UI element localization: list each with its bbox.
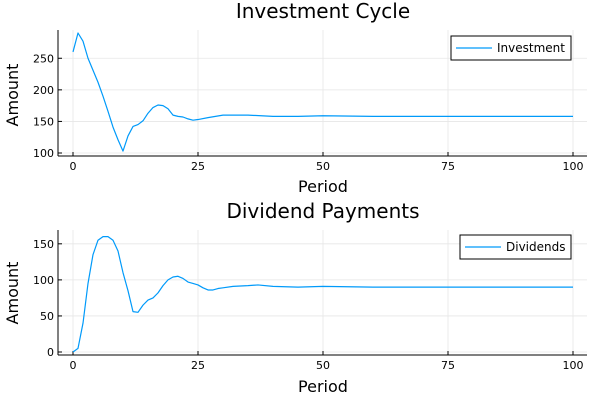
legend-investment: Investment — [450, 35, 572, 61]
y-tick-label-dividends: 150 — [33, 238, 54, 251]
x-tick-label-investment: 0 — [70, 160, 77, 173]
chart-panel-dividends: Dividend Payments 0 25 50 75 100 0 50 100 150 Pe… — [3, 199, 587, 396]
line-series-dividends — [72, 236, 573, 353]
y-tick-label-dividends: 100 — [33, 274, 54, 287]
legend-label-investment: Investment — [497, 41, 565, 55]
legend-label-dividends: Dividends — [506, 240, 565, 254]
x-tick-label-dividends: 50 — [316, 359, 330, 372]
y-tick-label-investment: 250 — [33, 52, 54, 65]
x-tick-label-dividends: 0 — [70, 359, 77, 372]
ticks-dividends: 0 25 50 75 100 0 50 100 150 — [33, 238, 584, 372]
chart-title-investment: Investment Cycle — [236, 0, 410, 23]
ticks-investment: 0 25 50 75 100 100 150 200 250 — [33, 52, 584, 173]
y-tick-label-dividends: 0 — [47, 346, 54, 359]
y-tick-label-investment: 100 — [33, 147, 54, 160]
x-tick-label-investment: 75 — [441, 160, 455, 173]
grid-dividends — [58, 230, 587, 355]
line-series-investment — [72, 32, 573, 152]
x-tick-label-investment: 50 — [316, 160, 330, 173]
x-tick-label-dividends: 25 — [191, 359, 205, 372]
chart-title-dividends: Dividend Payments — [226, 199, 419, 223]
y-axis-label-investment: Amount — [3, 64, 22, 127]
x-tick-label-dividends: 100 — [563, 359, 584, 372]
chart-panel-investment: Investment Cycle 0 25 50 75 100100150200250 … — [3, 0, 587, 196]
x-axis-label-investment: Period — [298, 177, 348, 196]
x-tick-label-investment: 100 — [563, 160, 584, 173]
x-tick-label-dividends: 75 — [441, 359, 455, 372]
x-axis-label-dividends: Period — [298, 377, 348, 396]
legend-dividends: Dividends — [459, 234, 572, 260]
y-tick-label-dividends: 50 — [40, 310, 54, 323]
y-tick-label-investment: 150 — [33, 115, 54, 128]
y-axis-label-dividends: Amount — [3, 262, 22, 325]
x-tick-label-investment: 25 — [191, 160, 205, 173]
y-tick-label-investment: 200 — [33, 84, 54, 97]
